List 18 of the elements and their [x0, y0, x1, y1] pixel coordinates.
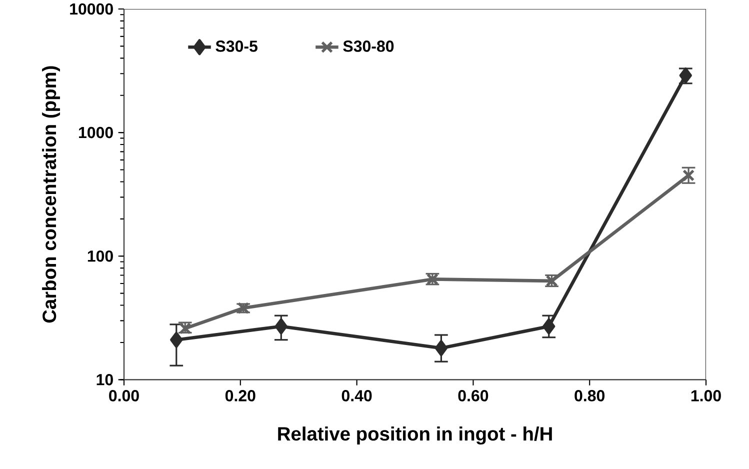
y-axis-title: Carbon concentration (ppm)	[42, 66, 60, 323]
legend-label: S30-5	[216, 40, 258, 52]
x-tick-label: 0.20	[225, 390, 256, 402]
x-tick-label: 0.60	[458, 390, 488, 402]
x-tick-label: 0.80	[574, 390, 605, 402]
x-tick-label: 1.00	[691, 390, 721, 402]
x-tick-label: 0.00	[109, 390, 139, 402]
y-tick-label: 10000	[70, 3, 113, 15]
y-tick-label: 1000	[79, 126, 113, 138]
x-tick-label: 0.40	[342, 390, 372, 402]
point	[434, 340, 448, 356]
point	[274, 318, 288, 334]
point	[170, 332, 183, 348]
y-tick-label: 10	[96, 374, 113, 386]
legend-label: S30-80	[343, 40, 394, 52]
y-tick-label: 100	[88, 250, 113, 262]
x-axis-title: Relative position in ingot - h/H	[278, 426, 552, 445]
point	[542, 318, 556, 334]
